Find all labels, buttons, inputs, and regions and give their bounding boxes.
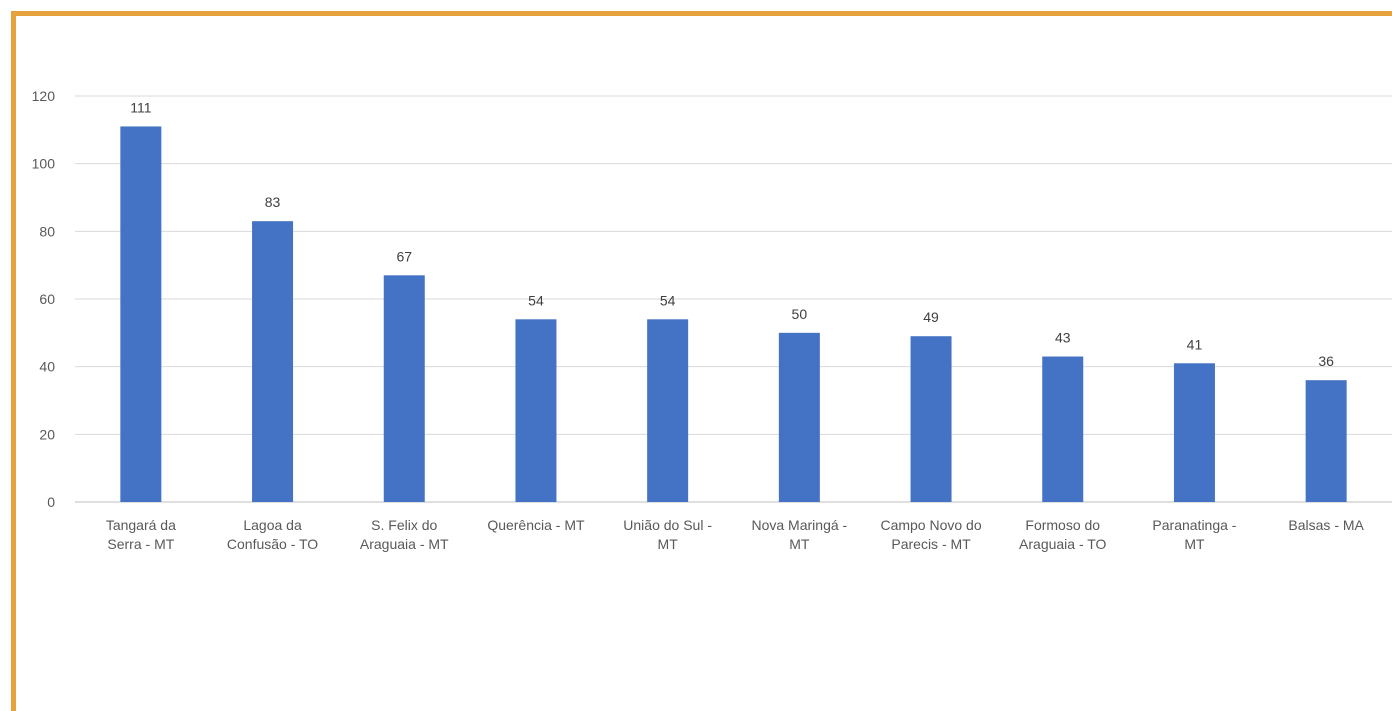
x-axis-categories: Tangará da Serra - MT Lagoa da Confusão - T… (106, 517, 1365, 552)
chart-frame-border (11, 11, 1392, 711)
x-category-label: Tangará da (106, 517, 176, 533)
gridlines (75, 95, 1392, 503)
x-category-label: Confusão - TO (227, 536, 318, 552)
bar (120, 126, 162, 502)
data-label: 54 (528, 292, 544, 308)
bar (1305, 380, 1347, 502)
x-category-label: Querência - MT (487, 517, 585, 533)
x-category-label: Araguaia - TO (1019, 536, 1107, 552)
x-category-label: Araguaia - MT (360, 536, 449, 552)
data-labels: 111 83 67 54 54 50 49 43 41 36 (130, 99, 1334, 369)
data-label: 43 (1055, 330, 1071, 346)
data-label: 54 (660, 292, 676, 308)
bar (778, 332, 820, 502)
x-category-label: MT (789, 536, 810, 552)
y-tick-label: 100 (32, 156, 56, 172)
x-category-label: Serra - MT (107, 536, 174, 552)
data-label: 36 (1318, 353, 1334, 369)
y-axis-ticks: 0 20 40 60 80 100 120 (32, 88, 56, 510)
bar (647, 319, 689, 502)
x-category-label: Balsas - MA (1288, 517, 1364, 533)
x-category-label: Lagoa da (243, 517, 302, 533)
bar (1173, 363, 1215, 502)
x-category-label: Campo Novo do (880, 517, 981, 533)
y-tick-label: 120 (32, 88, 56, 104)
y-tick-label: 80 (39, 223, 55, 239)
bar (252, 221, 294, 502)
bar-chart: 0 20 40 60 80 100 120 111 83 67 54 54 50 49 43 41 36 Ta… (32, 88, 1392, 552)
y-tick-label: 40 (39, 359, 55, 375)
bar (910, 336, 952, 502)
bar (515, 319, 557, 502)
bar (383, 275, 425, 502)
y-tick-label: 0 (47, 494, 55, 510)
data-label: 83 (265, 194, 281, 210)
x-category-label: Paranatinga - (1152, 517, 1236, 533)
data-label: 49 (923, 309, 939, 325)
x-category-label: MT (658, 536, 679, 552)
x-category-label: Parecis - MT (891, 536, 971, 552)
y-tick-label: 60 (39, 291, 55, 307)
data-label: 50 (792, 306, 808, 322)
bar (1042, 356, 1084, 502)
x-category-label: S. Felix do (371, 517, 437, 533)
data-label: 111 (130, 99, 151, 115)
x-category-label: Nova Maringá - (751, 517, 847, 533)
x-category-label: Formoso do (1025, 517, 1100, 533)
x-category-label: MT (1184, 536, 1205, 552)
x-category-label: União do Sul - (623, 517, 712, 533)
y-tick-label: 20 (39, 426, 55, 442)
data-label: 67 (396, 248, 412, 264)
bars (120, 126, 1347, 502)
data-label: 41 (1187, 336, 1203, 352)
